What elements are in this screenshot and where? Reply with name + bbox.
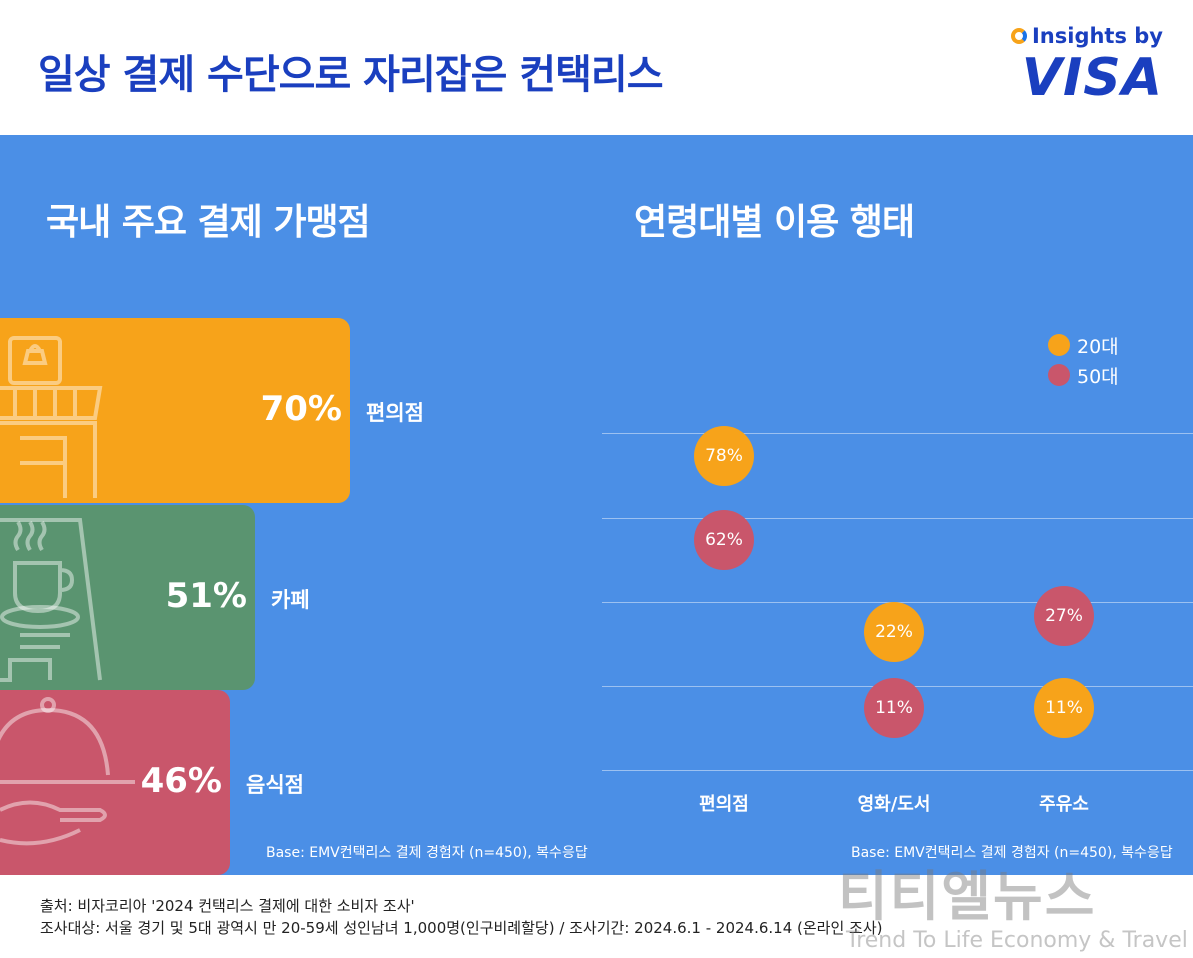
coffee-cup-icon	[0, 505, 120, 690]
legend-label-20: 20대	[1077, 335, 1119, 358]
bubble-50대: 27%	[1034, 586, 1094, 646]
legend-item-50: 50대	[1048, 360, 1119, 390]
bar-1: 70%	[0, 318, 350, 503]
bar-2: 51%	[0, 505, 255, 690]
legend-dot-50	[1048, 364, 1070, 386]
legend-dot-20	[1048, 334, 1070, 356]
chart-panel: 국내 주요 결제 가맹점 연령대별 이용 행태 70% 편의점 51% 카페 46% 음식…	[0, 135, 1193, 875]
bar-value-label: 70%	[260, 388, 342, 429]
right-base-note: Base: EMV컨택리스 결제 경험자 (n=450), 복수응답	[851, 845, 1173, 861]
footer-source: 출처: 비자코리아 '2024 컨택리스 결제에 대한 소비자 조사'	[40, 897, 415, 915]
legend-label-50: 50대	[1077, 365, 1119, 388]
gridline	[602, 518, 1193, 519]
footer-survey: 조사대상: 서울 경기 및 5대 광역시 만 20-59세 성인남녀 1,000…	[40, 919, 883, 937]
bubble-50대: 11%	[864, 678, 924, 738]
bar-category-label: 편의점	[366, 400, 424, 425]
bar-category-label: 음식점	[246, 772, 304, 797]
gridline	[602, 770, 1193, 771]
legend: 20대 50대	[1048, 330, 1119, 390]
bubble-20대: 78%	[694, 425, 754, 486]
header: 일상 결제 수단으로 자리잡은 컨택리스 Insights by VISA	[0, 0, 1193, 135]
page-title: 일상 결제 수단으로 자리잡은 컨택리스	[38, 52, 664, 98]
bar-category-label: 카페	[271, 587, 310, 612]
brand-tagline: Insights by	[1010, 24, 1163, 48]
bar-3: 46%	[0, 690, 230, 875]
bar-value-label: 46%	[140, 760, 222, 801]
category-label: 편의점	[699, 794, 749, 815]
gridline	[602, 433, 1193, 434]
watermark-tagline: Trend To Life Economy & Travel	[846, 928, 1188, 953]
category-label: 영화/도서	[857, 794, 931, 815]
left-base-note: Base: EMV컨택리스 결제 경험자 (n=450), 복수응답	[266, 845, 588, 861]
insights-logo-icon	[1010, 28, 1027, 44]
cloche-icon	[0, 690, 140, 875]
store-icon	[0, 318, 110, 503]
visa-wordmark: VISA	[1021, 48, 1163, 108]
left-chart-title: 국내 주요 결제 가맹점	[46, 202, 371, 243]
bubble-20대: 22%	[864, 602, 924, 662]
brand-logo: Insights by VISA	[1003, 22, 1163, 112]
footer: 출처: 비자코리아 '2024 컨택리스 결제에 대한 소비자 조사' 조사대상…	[40, 895, 882, 939]
bubble-20대: 11%	[1034, 678, 1094, 738]
category-label: 주유소	[1039, 794, 1089, 815]
legend-item-20: 20대	[1048, 330, 1119, 360]
bar-value-label: 51%	[165, 575, 247, 616]
watermark-logo: 티티엘뉴스	[838, 865, 1097, 928]
right-chart-title: 연령대별 이용 행태	[634, 202, 915, 243]
bubble-50대: 62%	[694, 510, 754, 570]
brand-top-text: Insights by	[1031, 24, 1163, 48]
